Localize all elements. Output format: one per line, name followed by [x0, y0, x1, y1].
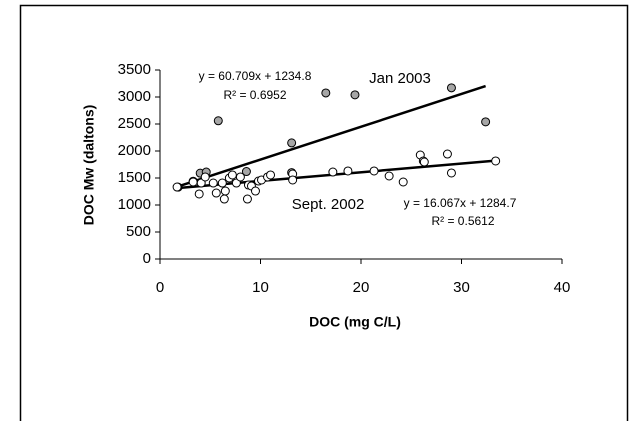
point [219, 194, 229, 204]
point [481, 117, 491, 127]
point [242, 194, 252, 204]
trend-r2: R² = 0.6952 [223, 88, 286, 102]
point [200, 172, 210, 182]
x-tick-label: 30 [453, 279, 470, 296]
point [217, 178, 227, 188]
trendline [177, 84, 487, 188]
x-tick-label: 10 [252, 279, 269, 296]
point [446, 168, 456, 178]
trend-equation: y = 60.709x + 1234.8 [199, 69, 312, 83]
point [188, 177, 198, 187]
point [288, 175, 298, 185]
point [213, 116, 223, 126]
point [196, 178, 206, 188]
y-tick-label: 500 [126, 223, 151, 240]
point [287, 138, 297, 148]
point [266, 170, 276, 180]
point [321, 88, 331, 98]
y-tick-label: 3500 [118, 61, 151, 78]
y-axis-title: DOC Mw (daltons) [81, 105, 97, 226]
series-label: Sept. 2002 [292, 196, 365, 213]
point [398, 177, 408, 187]
x-tick-label: 40 [554, 279, 571, 296]
point [235, 172, 245, 182]
point [231, 178, 241, 188]
point [208, 178, 218, 188]
trend-equation: y = 16.067x + 1284.7 [404, 196, 517, 210]
point [194, 189, 204, 199]
y-tick-label: 1000 [118, 196, 151, 213]
y-tick-label: 0 [143, 250, 151, 267]
point [442, 149, 452, 159]
point [491, 156, 501, 166]
x-tick-label: 0 [156, 279, 164, 296]
y-tick-label: 2000 [118, 142, 151, 159]
point [446, 83, 456, 93]
point [220, 186, 230, 196]
x-tick-label: 20 [353, 279, 370, 296]
chart-frame [19, 4, 629, 421]
point [419, 157, 429, 167]
point [350, 90, 360, 100]
point [211, 188, 221, 198]
point [172, 182, 182, 192]
point [343, 166, 353, 176]
point [328, 167, 338, 177]
trend-r2: R² = 0.5612 [431, 214, 494, 228]
y-tick-label: 1500 [118, 169, 151, 186]
point [250, 186, 260, 196]
point [241, 167, 251, 177]
series-label: Jan 2003 [369, 70, 431, 87]
point [369, 166, 379, 176]
point [227, 170, 237, 180]
y-tick-label: 3000 [118, 88, 151, 105]
point [384, 171, 394, 181]
x-axis-title: DOC (mg C/L) [309, 314, 401, 330]
y-tick-label: 2500 [118, 115, 151, 132]
